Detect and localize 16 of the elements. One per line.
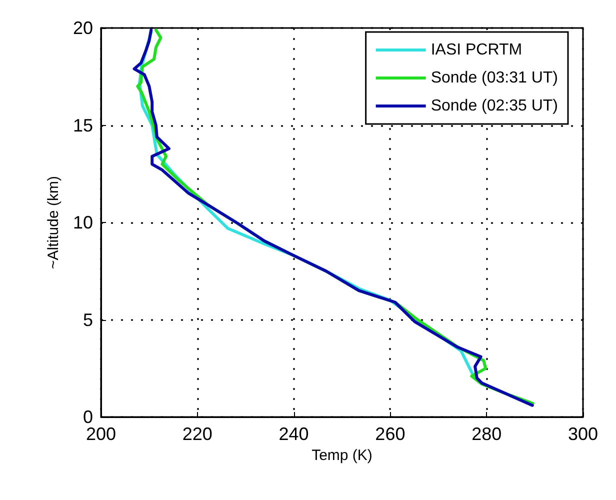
y-tick-label: 15: [72, 115, 93, 136]
y-tick-label: 10: [72, 212, 93, 232]
x-tick-label: 200: [86, 424, 116, 444]
y-tick-label: 20: [72, 18, 93, 38]
x-tick-label: 280: [472, 424, 502, 444]
x-tick-label: 260: [375, 424, 406, 444]
x-tick-label: 220: [182, 424, 212, 444]
y-axis-title: ~Altitude (km): [45, 176, 62, 269]
y-tick-label: 5: [82, 310, 93, 330]
legend-label: Sonde (03:31 UT): [430, 70, 558, 86]
legend-label: Sonde (02:35 UT): [430, 98, 558, 114]
x-tick-label: 240: [278, 424, 309, 444]
x-tick-label: 300: [568, 424, 598, 444]
y-tick-label: 0: [82, 407, 93, 427]
legend-label: IASI PCRTM: [430, 42, 522, 58]
x-axis-title: Temp (K): [312, 446, 372, 464]
